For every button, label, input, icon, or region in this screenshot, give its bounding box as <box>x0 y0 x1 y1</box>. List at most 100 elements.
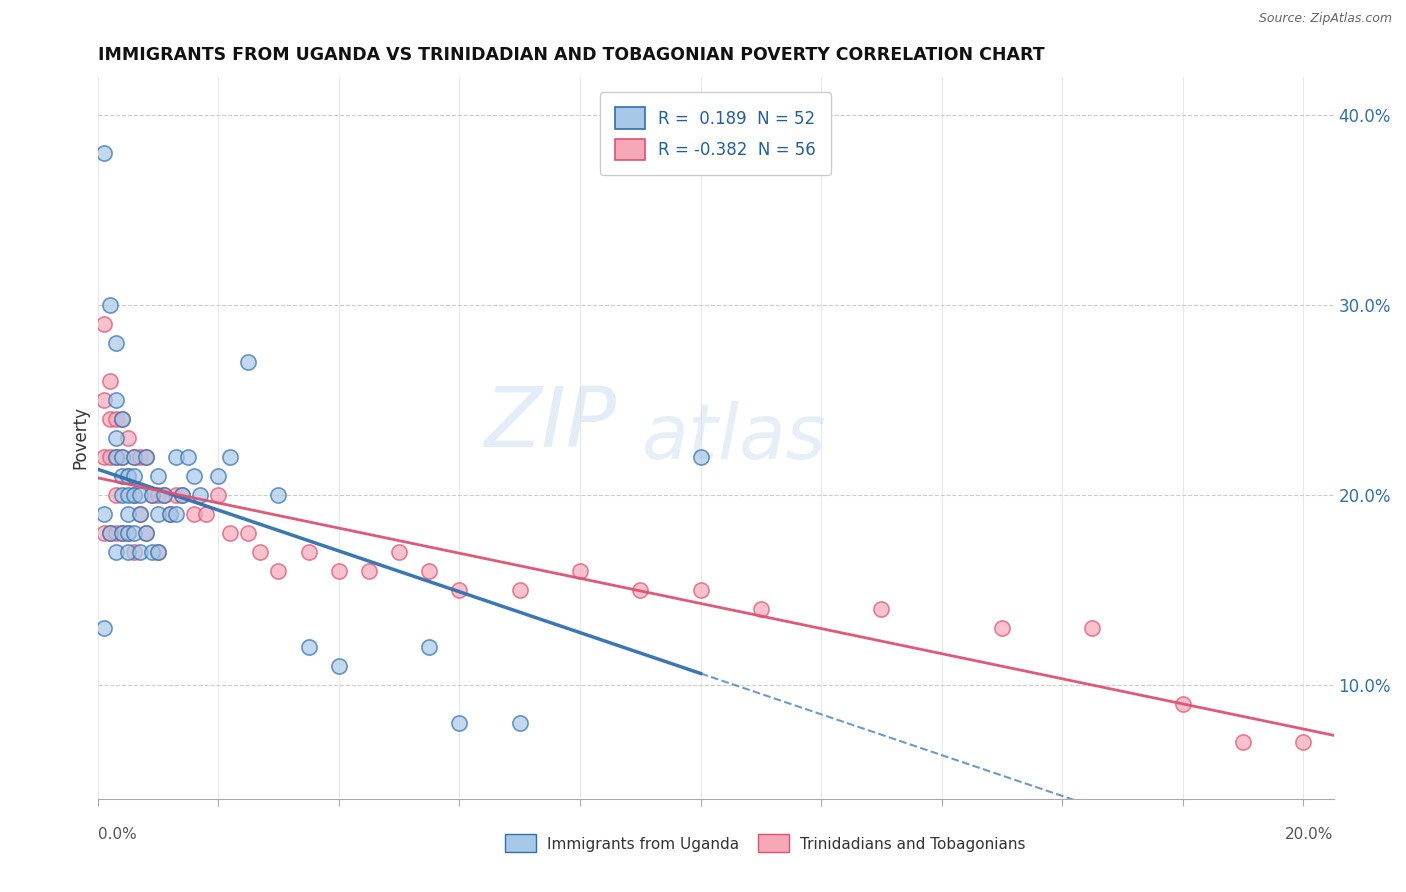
Point <box>297 545 319 559</box>
Point <box>146 488 169 502</box>
Text: Trinidadians and Tobagonians: Trinidadians and Tobagonians <box>800 837 1025 852</box>
Point <box>207 468 229 483</box>
Point <box>98 298 121 312</box>
Point <box>128 545 150 559</box>
Point <box>104 525 127 540</box>
Text: ZIP: ZIP <box>485 383 617 464</box>
Point <box>146 468 169 483</box>
Point <box>870 601 893 615</box>
Point <box>93 392 115 407</box>
Point <box>98 412 121 426</box>
Point <box>249 545 271 559</box>
Point <box>141 488 163 502</box>
Point <box>104 412 127 426</box>
Point <box>449 715 471 730</box>
Point <box>117 507 139 521</box>
Point <box>183 507 205 521</box>
Point <box>509 582 531 597</box>
Point <box>1081 621 1104 635</box>
Text: 0.0%: 0.0% <box>97 827 136 842</box>
Text: Immigrants from Uganda: Immigrants from Uganda <box>547 837 740 852</box>
Point <box>219 525 242 540</box>
Point <box>238 525 260 540</box>
Point <box>111 450 134 464</box>
Point <box>449 582 471 597</box>
Point <box>165 450 187 464</box>
Point <box>117 488 139 502</box>
Point <box>128 507 150 521</box>
Point <box>135 525 157 540</box>
Point <box>297 640 319 654</box>
Point <box>153 488 176 502</box>
Point <box>111 412 134 426</box>
Point <box>104 431 127 445</box>
Point <box>689 582 711 597</box>
Point <box>159 507 181 521</box>
Point <box>104 335 127 350</box>
Point <box>104 450 127 464</box>
Point <box>135 450 157 464</box>
Point <box>93 450 115 464</box>
Point <box>111 488 134 502</box>
Point <box>117 525 139 540</box>
Point <box>188 488 211 502</box>
Point <box>93 145 115 160</box>
Point <box>93 317 115 331</box>
Point <box>117 431 139 445</box>
Point <box>93 507 115 521</box>
Point <box>509 715 531 730</box>
Point <box>98 525 121 540</box>
Point <box>141 545 163 559</box>
Point <box>153 488 176 502</box>
Point <box>104 545 127 559</box>
Point <box>122 545 145 559</box>
Point <box>170 488 193 502</box>
Point <box>568 564 591 578</box>
Point <box>418 640 440 654</box>
Point <box>146 507 169 521</box>
Point <box>98 525 121 540</box>
Point <box>177 450 200 464</box>
Point <box>141 488 163 502</box>
Point <box>93 621 115 635</box>
Text: atlas: atlas <box>641 401 825 475</box>
Point <box>159 507 181 521</box>
Point <box>122 525 145 540</box>
Point <box>357 564 380 578</box>
Point <box>628 582 651 597</box>
Point <box>128 450 150 464</box>
Point <box>111 412 134 426</box>
Point <box>238 355 260 369</box>
Point <box>207 488 229 502</box>
Point <box>122 488 145 502</box>
Point <box>170 488 193 502</box>
Point <box>111 450 134 464</box>
Point <box>749 601 772 615</box>
Point <box>111 525 134 540</box>
Text: 20.0%: 20.0% <box>1285 827 1334 842</box>
Point <box>104 488 127 502</box>
Point <box>689 450 711 464</box>
Point <box>219 450 242 464</box>
Point <box>117 545 139 559</box>
Point <box>1232 735 1254 749</box>
Point <box>111 468 134 483</box>
Text: IMMIGRANTS FROM UGANDA VS TRINIDADIAN AND TOBAGONIAN POVERTY CORRELATION CHART: IMMIGRANTS FROM UGANDA VS TRINIDADIAN AN… <box>97 46 1045 64</box>
Text: Source: ZipAtlas.com: Source: ZipAtlas.com <box>1258 12 1392 25</box>
Point <box>165 507 187 521</box>
Point <box>104 392 127 407</box>
Point <box>418 564 440 578</box>
Point <box>128 507 150 521</box>
Point <box>135 525 157 540</box>
Point <box>93 525 115 540</box>
Point <box>111 525 134 540</box>
Point <box>135 450 157 464</box>
Point <box>328 658 350 673</box>
Point <box>1171 697 1194 711</box>
Point <box>128 488 150 502</box>
Point <box>991 621 1014 635</box>
Point <box>98 450 121 464</box>
Point <box>117 468 139 483</box>
Y-axis label: Poverty: Poverty <box>72 406 89 469</box>
Point <box>165 488 187 502</box>
